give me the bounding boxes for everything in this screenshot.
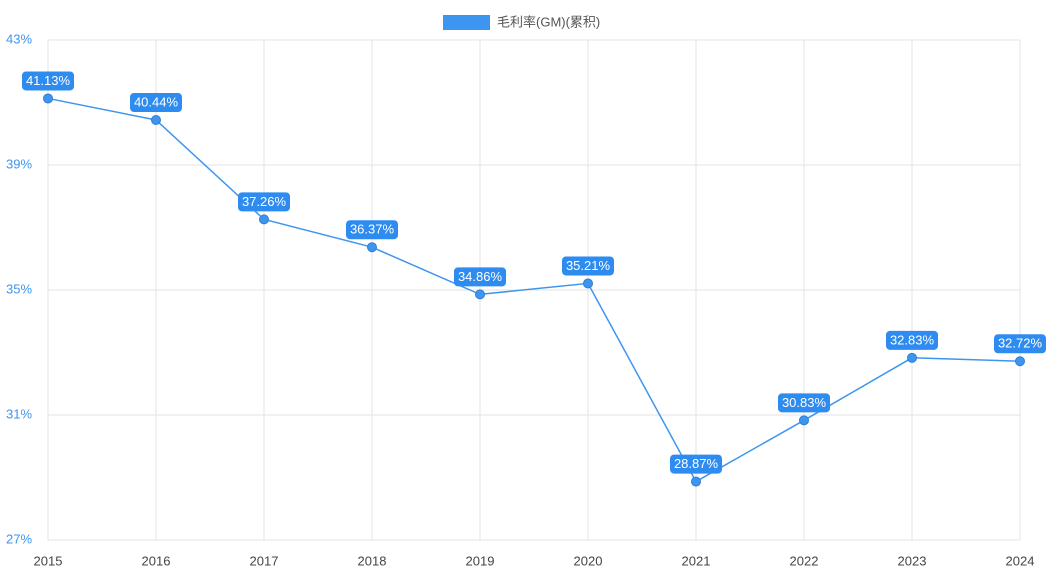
- point: [583, 278, 593, 289]
- label-box: [346, 220, 398, 240]
- data-label: 32.72%: [998, 336, 1043, 351]
- point: [475, 289, 485, 300]
- point: [43, 93, 53, 104]
- label-box: [670, 454, 722, 474]
- point: [691, 476, 701, 487]
- x-tick-label: 2022: [790, 553, 819, 568]
- x-tick-label: 2023: [898, 553, 927, 568]
- point: [799, 415, 809, 426]
- legend-label: 毛利率(GM)(累积): [497, 14, 600, 29]
- label-box: [562, 256, 614, 276]
- line: [47, 97, 1021, 483]
- x-tick-label: 2018: [358, 553, 387, 568]
- label-box: [778, 393, 830, 413]
- x-tick-label: 2015: [34, 553, 63, 568]
- point: [1015, 356, 1025, 367]
- label-box: [22, 71, 74, 91]
- data-label: 36.37%: [350, 222, 395, 237]
- y-tick-label: 35%: [6, 281, 32, 296]
- data-label: 32.83%: [890, 332, 935, 347]
- x-tick-label: 2016: [142, 553, 171, 568]
- point: [151, 115, 161, 125]
- x-tick-label: 2017: [250, 553, 279, 568]
- data-label: 35.21%: [566, 258, 611, 273]
- label-box: [994, 334, 1046, 354]
- data-label: 28.87%: [674, 456, 719, 471]
- legend-swatch: [443, 15, 490, 30]
- x-tick-label: 2021: [682, 553, 711, 568]
- data-label: 41.13%: [26, 73, 71, 88]
- label-box: [130, 93, 182, 112]
- x-tick-label: 2024: [1006, 553, 1035, 568]
- y-tick-label: 39%: [6, 156, 32, 171]
- data-label: 30.83%: [782, 395, 827, 410]
- y-tick-label: 27%: [6, 531, 32, 546]
- label-box: [886, 330, 938, 350]
- point: [367, 242, 377, 253]
- point: [259, 214, 269, 225]
- x-tick-label: 2020: [574, 553, 603, 568]
- x-tick-label: 2019: [466, 553, 495, 568]
- y-tick-label: 31%: [6, 406, 32, 421]
- label-box: [454, 267, 506, 287]
- data-label: 37.26%: [242, 194, 287, 209]
- point: [907, 352, 917, 363]
- data-label: 34.86%: [458, 269, 503, 284]
- y-tick-label: 43%: [6, 31, 32, 46]
- data-label: 40.44%: [134, 94, 179, 109]
- label-box: [238, 192, 290, 212]
